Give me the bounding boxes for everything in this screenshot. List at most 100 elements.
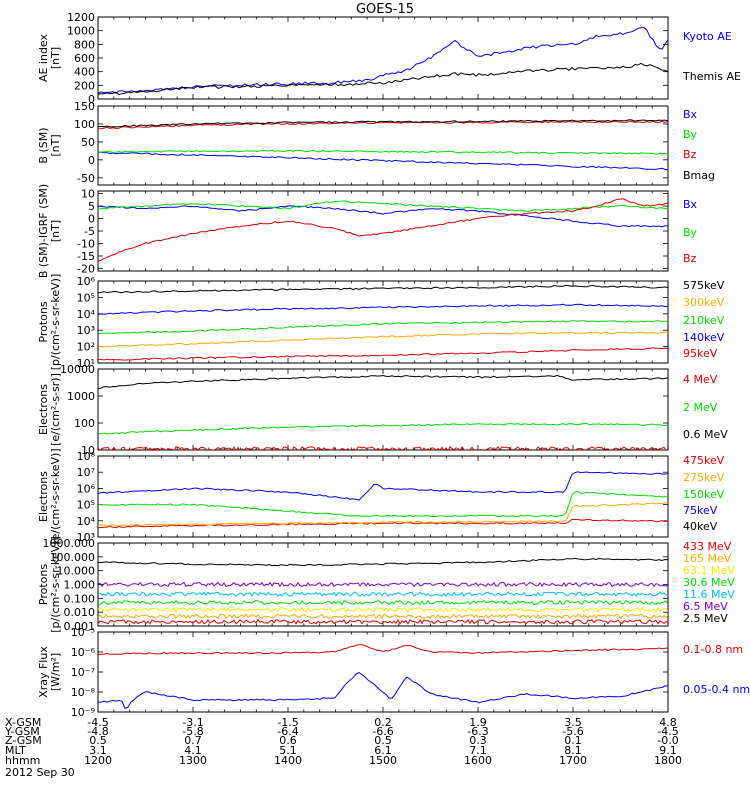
series-line [98, 591, 668, 598]
legend-kyoto-ae: Kyoto AE [683, 30, 732, 43]
series-line [98, 331, 668, 348]
y-tick-label: 600 [74, 52, 95, 65]
x-tick-label: 0.3 [469, 734, 487, 747]
y-tick-label: 10³ [77, 531, 95, 544]
series-line [98, 120, 668, 130]
series-line [98, 446, 668, 450]
legend-2-mev: 2 MeV [683, 401, 718, 414]
y-tick-label: 400 [74, 66, 95, 79]
series-line [98, 422, 668, 435]
legend-95kev: 95keV [683, 347, 718, 360]
series-line [98, 490, 668, 518]
panel-frame [97, 631, 669, 713]
legend-300kev: 300keV [683, 296, 725, 309]
series-line [98, 119, 668, 128]
x-tick-label: 8.1 [564, 744, 582, 757]
legend-433-mev: 433 MeV [683, 540, 732, 553]
y-tick-label: 0.010 [64, 606, 96, 619]
series-line [98, 502, 668, 527]
y-tick-label: 10⁴ [77, 515, 96, 528]
y-tick-label: -15 [77, 250, 95, 263]
y-tick-label: 10⁻⁸ [71, 686, 96, 699]
series-line [98, 606, 668, 613]
y-tick-label: 10000 [60, 363, 95, 376]
x-tick-label: -6.4 [277, 725, 298, 738]
x-tick-label: -6.3 [467, 725, 488, 738]
series-line [98, 151, 668, 171]
y-tick-label: -5 [84, 225, 95, 238]
y-axis-label: Electrons [37, 384, 50, 435]
panel-2: 150 100 50 0 -50 B (SM) [nT] Bx By Bz Bmag [37, 100, 715, 186]
series-line [98, 26, 668, 94]
x-tick-label: 1200 [84, 754, 112, 767]
x-tick-label: 0.2 [374, 716, 392, 729]
x-tick-label: -4.5 [87, 716, 108, 729]
y-axis-label: B (SM) [37, 127, 50, 163]
legend-575kev: 575keV [683, 279, 725, 292]
y-tick-label: 10⁻⁹ [71, 706, 95, 719]
series-line [98, 518, 668, 529]
x-row-label: hhmm [5, 754, 40, 767]
y-tick-label: 10⁻⁷ [71, 666, 95, 679]
panel-frame [97, 542, 669, 627]
y-tick-label: 1.000 [64, 579, 96, 592]
y-axis-label: [nT] [49, 134, 62, 156]
x-row-label: MLT [5, 744, 26, 757]
series-line [98, 618, 668, 625]
legend-by: By [683, 226, 698, 239]
panel-5: 10000 1000 100 10 Electrons [e/(cm²-s-sr)] 4 M… [37, 363, 728, 457]
legend-11-6-mev: 11.6 MeV [683, 588, 735, 601]
y-tick-label: 0.001 [64, 620, 96, 633]
y-tick-label: 5 [88, 200, 95, 213]
series-line [98, 672, 668, 710]
x-tick-label: -1.5 [277, 716, 298, 729]
y-axis-label: [nT] [49, 47, 62, 69]
legend-210kev: 210keV [683, 314, 725, 327]
y-tick-label: 1000.000 [43, 537, 96, 550]
legend-by: By [683, 128, 698, 141]
legend-0-05-0-4-nm: 0.05-0.4 nm [683, 683, 750, 696]
y-tick-label: 100 [74, 417, 95, 430]
legend-bx: Bx [683, 108, 698, 121]
panel-7: 1000.000100.00010.0001.0000.1000.0100.00… [37, 536, 735, 633]
y-tick-label: 10 [81, 444, 95, 457]
y-tick-label: -10 [77, 238, 95, 251]
legend-140kev: 140keV [683, 331, 725, 344]
y-tick-label: 10⁵ [77, 499, 95, 512]
y-tick-label: 10⁷ [77, 466, 95, 479]
series-line [98, 198, 668, 262]
x-row-label: Y-GSM [4, 725, 40, 738]
x-tick-label: -5.8 [182, 725, 203, 738]
series-line [98, 581, 668, 588]
x-tick-label: -4.8 [87, 725, 108, 738]
legend-475kev: 475keV [683, 454, 725, 467]
y-tick-label: 0 [88, 154, 95, 167]
series-line [98, 303, 668, 315]
y-tick-label: 10⁻⁵ [71, 626, 95, 639]
x-tick-label: 0.7 [184, 734, 202, 747]
y-axis-label: [e/(cm²-s-sr-keV)] [49, 448, 62, 544]
y-axis-label: B (SM)-IGRF (SM) [37, 184, 50, 278]
y-axis-label: [p/(cm²-s-sr-keV)] [49, 536, 62, 633]
y-tick-label: 100.000 [50, 551, 96, 564]
y-axis-label: [e/(cm²-s-sr)] [49, 373, 62, 446]
legend-themis-ae: Themis AE [682, 70, 741, 83]
panel-frame [97, 190, 669, 272]
legend-bmag: Bmag [683, 169, 715, 182]
x-row-label: X-GSM [5, 716, 41, 729]
y-tick-label: 10⁻⁶ [71, 646, 96, 659]
x-tick-label: 0.5 [89, 734, 107, 747]
series-line [98, 471, 668, 501]
series-line [98, 613, 668, 620]
x-tick-label: 3.1 [89, 744, 107, 757]
panel-8: 10⁻⁵ 10⁻⁶ 10⁻⁷ 10⁻⁸ 10⁻⁹ Xray Flux [W/m²] 0.1-0… [37, 626, 750, 719]
legend-0-6-mev: 0.6 MeV [683, 428, 728, 441]
legend-63-1-mev: 63.1 MeV [683, 564, 735, 577]
legend-6-5-mev: 6.5 MeV [683, 600, 728, 613]
y-tick-label: 0.100 [64, 592, 96, 605]
series-line [98, 62, 668, 96]
y-tick-label: 10⁸ [77, 450, 96, 463]
series-line [98, 149, 668, 155]
